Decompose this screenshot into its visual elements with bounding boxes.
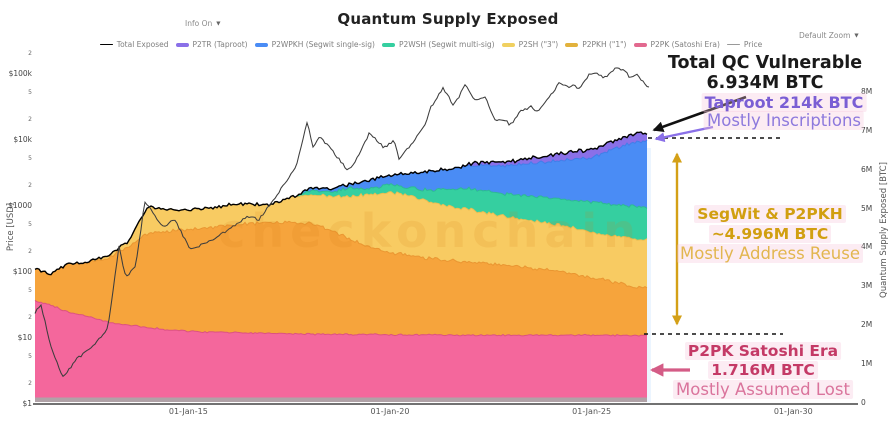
zoom-control-label: Default Zoom [799, 31, 851, 40]
legend: Total Exposed P2TR (Taproot) P2WPKH (Segwi… [60, 40, 802, 49]
legend-item-p2pk-satoshi-era[interactable]: P2PK (Satoshi Era) [633, 40, 720, 49]
annotation-p2pk-line2: 1.716M BTC [708, 361, 818, 379]
edge-p2wsh [296, 182, 648, 209]
legend-color-swatch [565, 42, 579, 47]
total-exposed-line [34, 131, 648, 276]
annotation-segwit-line3: Mostly Address Reuse [676, 244, 864, 263]
annotation-segwit: SegWit & P2PKH ~4.996M BTC Mostly Addres… [676, 204, 864, 264]
annotation-taproot-line1: Taproot 214k BTC [701, 93, 867, 112]
legend-item-p2wpkh-segwit-single-sig[interactable]: P2WPKH (Segwit single-sig) [254, 40, 375, 49]
info-toggle-label: Info On [185, 19, 213, 28]
area-p2wsh [35, 183, 647, 275]
legend-item-price[interactable]: Price [726, 40, 763, 49]
legend-color-swatch [254, 42, 268, 47]
legend-item-label: P2WSH (Segwit multi-sig) [398, 40, 495, 49]
page-title: Quantum Supply Exposed [337, 10, 559, 28]
annotation-taproot: Taproot 214k BTC Mostly Inscriptions [701, 93, 867, 130]
legend-item-label: P2TR (Taproot) [192, 40, 248, 49]
legend-item-label: P2SH ("3") [518, 40, 559, 49]
annotation-segwit-line2: ~4.996M BTC [708, 225, 832, 243]
annotation-total-line2: 6.934M BTC [706, 73, 824, 93]
y-axis-left-title: Price [USD] [6, 202, 16, 252]
legend-item-label: P2WPKH (Segwit single-sig) [271, 40, 375, 49]
area-p2wpkh [35, 140, 647, 275]
annotation-p2pk-line3: Mostly Assumed Lost [673, 380, 853, 399]
legend-item-label: Total Exposed [116, 40, 169, 49]
legend-color-swatch [175, 42, 189, 47]
legend-item-total-exposed[interactable]: Total Exposed [99, 40, 169, 49]
price-line [34, 67, 650, 378]
legend-item-label: P2PK (Satoshi Era) [650, 40, 720, 49]
edge-p2pk [34, 299, 648, 337]
legend-item-p2pkh-1[interactable]: P2PKH ("1") [565, 40, 627, 49]
caret-down-icon: ▼ [854, 33, 859, 39]
baseline-strip [35, 397, 647, 402]
legend-line-swatch [99, 43, 113, 46]
legend-item-p2sh-3[interactable]: P2SH ("3") [501, 40, 559, 49]
legend-item-label: Price [743, 40, 763, 49]
annotation-taproot-line2: Mostly Inscriptions [703, 111, 865, 130]
legend-item-label: P2PKH ("1") [582, 40, 627, 49]
zoom-control[interactable]: Default Zoom ▼ [799, 31, 859, 40]
legend-color-swatch [501, 42, 515, 47]
total-arrow [652, 95, 747, 133]
legend-line-swatch [726, 43, 740, 46]
y-axis-right-title: Quantum Supply Exposed [BTC] [879, 162, 889, 298]
taproot-arrow [654, 125, 714, 143]
caret-down-icon: ▼ [216, 21, 221, 27]
info-toggle[interactable]: Info On ▼ [185, 19, 220, 28]
edge-p2pkh [34, 220, 648, 289]
annotation-p2pk-line1: P2PK Satoshi Era [684, 342, 842, 360]
annotation-p2pk: P2PK Satoshi Era 1.716M BTC Mostly Assum… [673, 342, 853, 399]
area-p2pkh [35, 221, 647, 337]
annotation-total-line1: Total QC Vulnerable [667, 53, 863, 73]
legend-color-swatch [633, 42, 647, 47]
legend-item-p2tr-taproot[interactable]: P2TR (Taproot) [175, 40, 248, 49]
annotation-total-qc: Total QC Vulnerable 6.934M BTC [668, 53, 862, 93]
legend-item-p2wsh-segwit-multi-sig[interactable]: P2WSH (Segwit multi-sig) [381, 40, 495, 49]
area-p2pk [35, 300, 647, 402]
data-edge-strip [647, 148, 651, 402]
annotation-segwit-line1: SegWit & P2PKH [694, 205, 846, 223]
legend-color-swatch [381, 42, 395, 47]
